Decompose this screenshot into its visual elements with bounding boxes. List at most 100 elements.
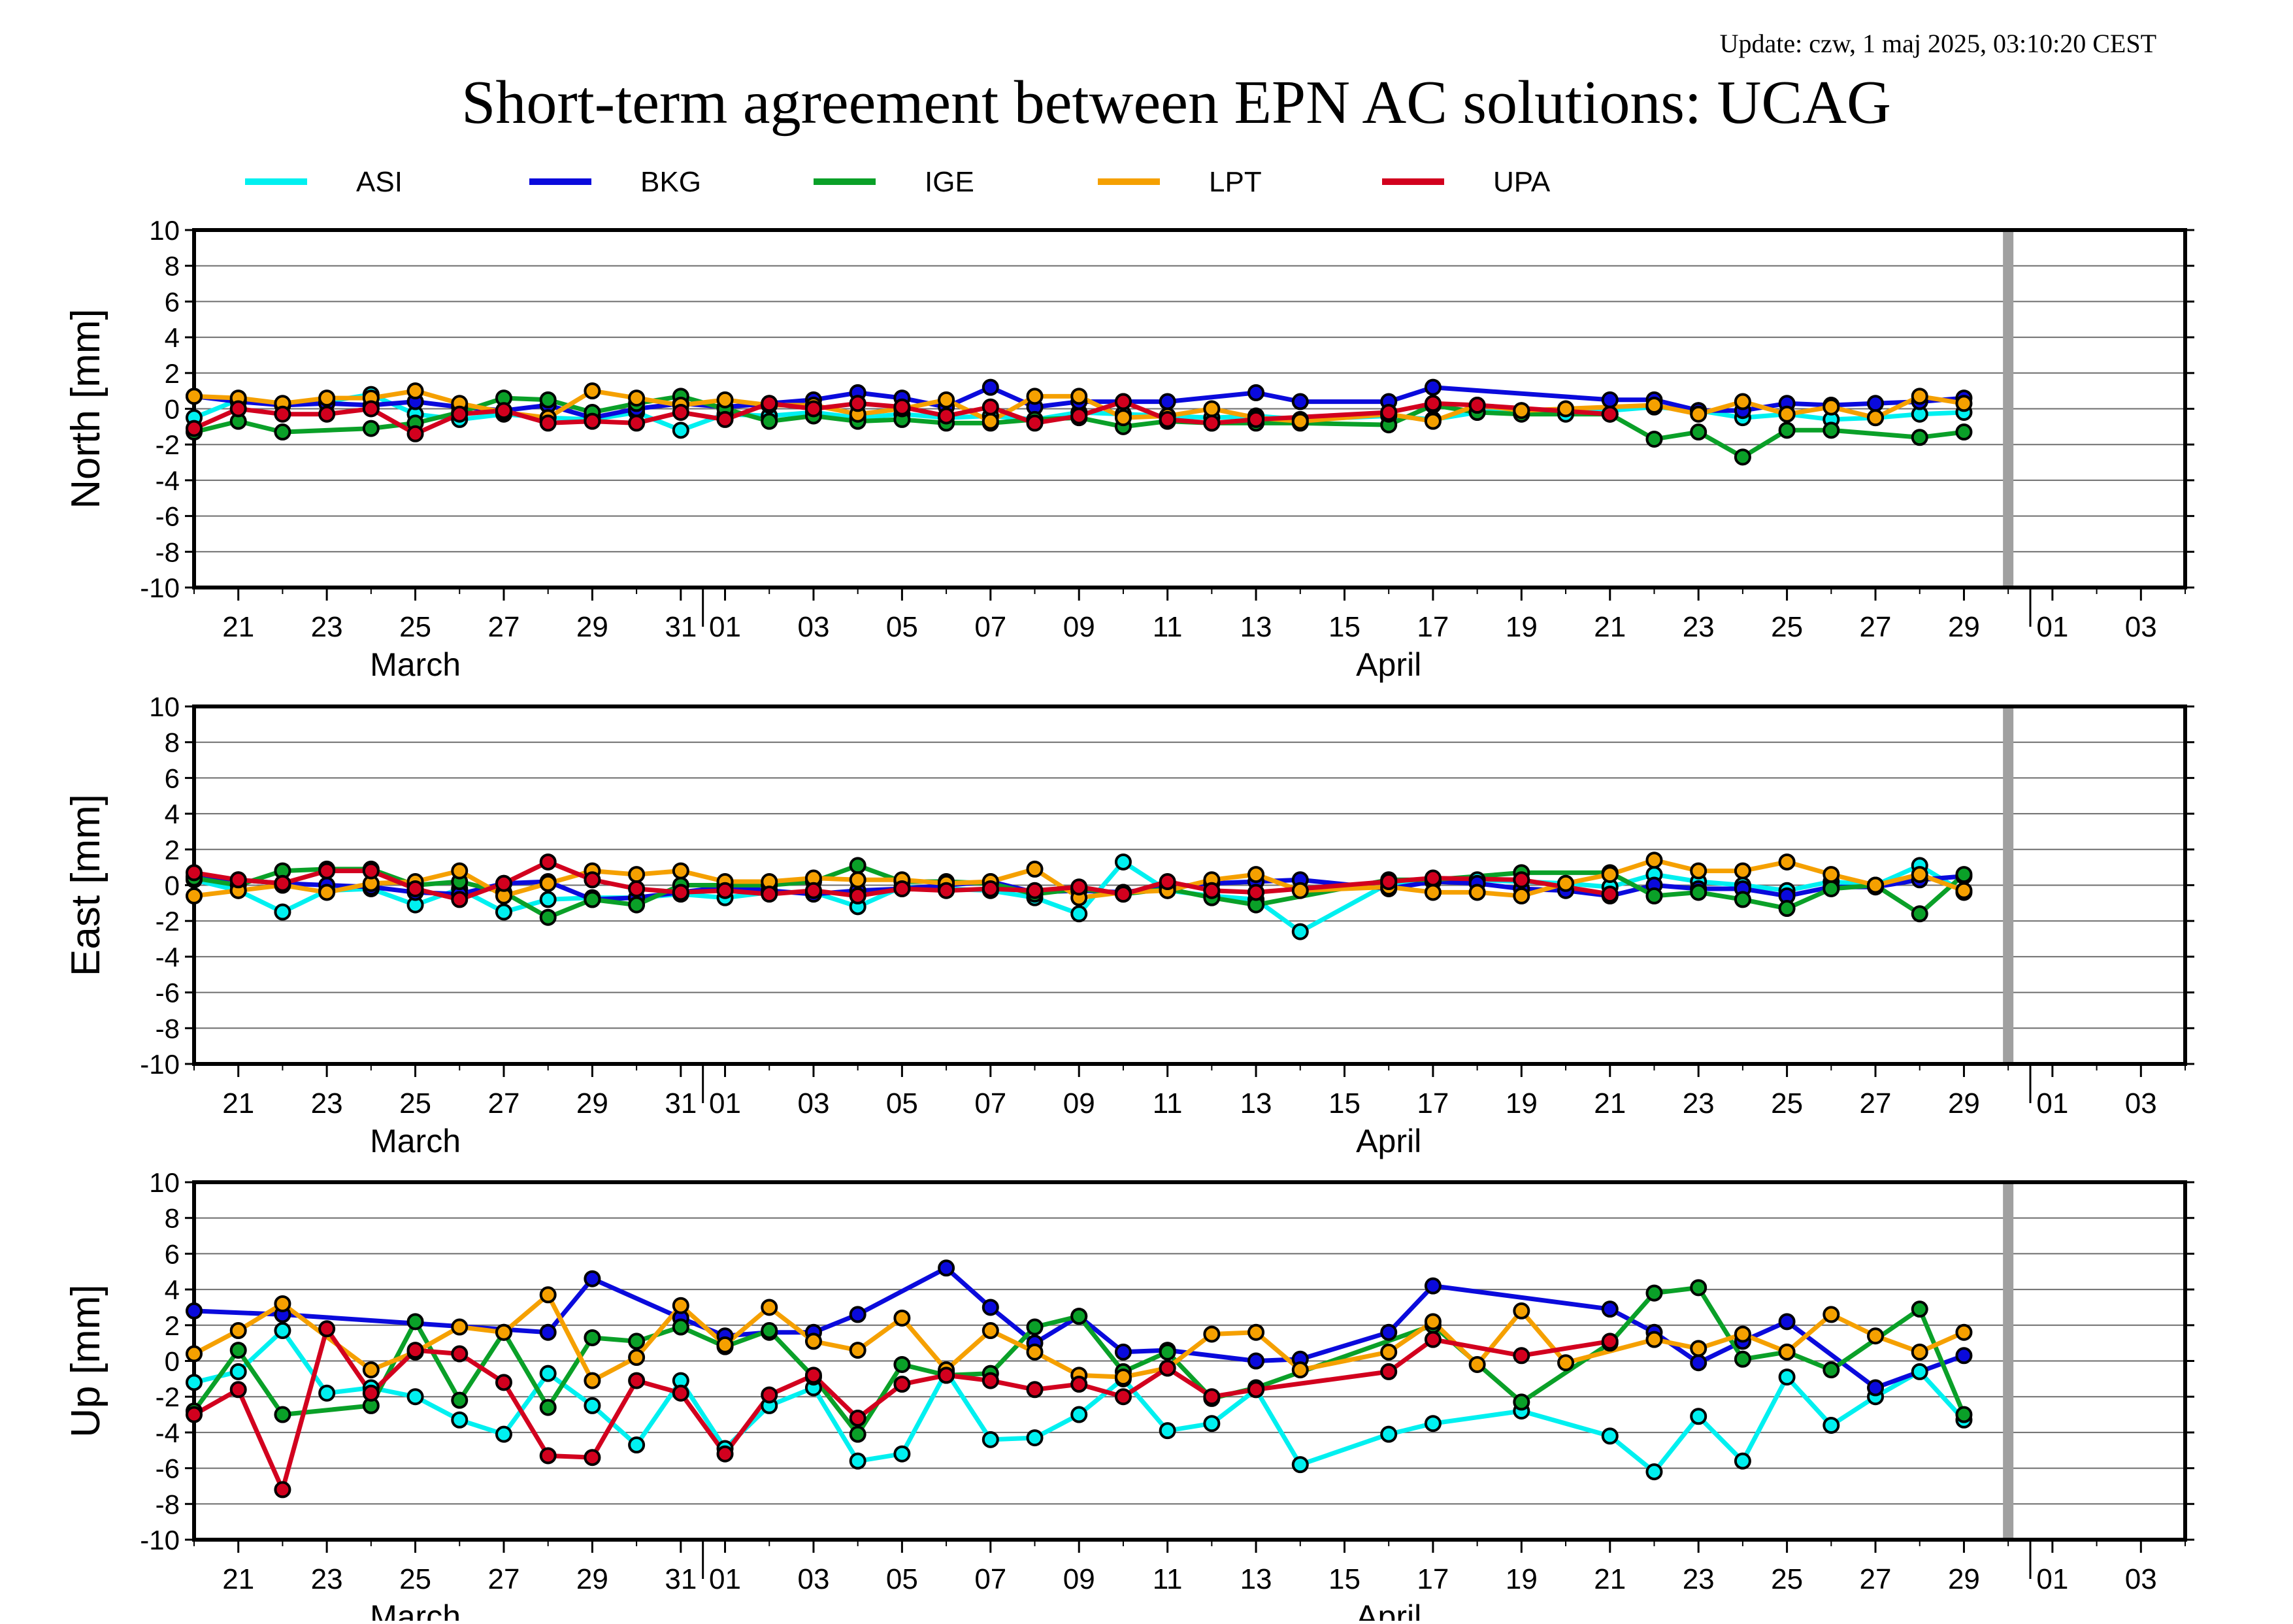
data-point-asi xyxy=(672,422,689,439)
y-tick-label: 8 xyxy=(165,251,180,282)
data-point-lpt xyxy=(1867,1327,1885,1345)
data-point-asi xyxy=(318,1384,336,1402)
legend: ASI BKG IGE LPT UPA xyxy=(245,166,1551,198)
x-tick-label: 27 xyxy=(1860,1087,1892,1119)
data-point-upa xyxy=(672,884,689,901)
data-point-lpt xyxy=(1291,1361,1309,1379)
data-point-ige xyxy=(1911,905,1928,923)
data-point-upa xyxy=(229,871,247,889)
x-tick-label: 03 xyxy=(797,1087,829,1119)
x-tick-label: 03 xyxy=(2125,1563,2157,1595)
data-point-ige xyxy=(1734,448,1751,466)
data-point-upa xyxy=(628,880,646,897)
x-tick-label: 21 xyxy=(222,1087,254,1119)
y-tick-label: 8 xyxy=(165,1203,180,1234)
series-line-lpt xyxy=(193,857,1965,901)
x-tick-label: 25 xyxy=(1771,1563,1803,1595)
data-point-lpt xyxy=(1911,866,1928,884)
data-point-asi xyxy=(1601,1427,1619,1445)
data-point-lpt xyxy=(1645,852,1663,869)
data-point-ige xyxy=(849,1425,866,1443)
data-point-ige xyxy=(539,391,557,408)
data-point-upa xyxy=(406,880,424,897)
data-point-ige xyxy=(1823,1361,1840,1379)
data-point-asi xyxy=(1424,1415,1442,1433)
y-tick-label: 4 xyxy=(165,1274,180,1305)
x-tick-label: 01 xyxy=(709,1563,741,1595)
data-point-asi xyxy=(1070,1406,1088,1423)
data-point-bkg xyxy=(186,1302,203,1319)
x-tick-label: 15 xyxy=(1328,1087,1361,1119)
data-point-ige xyxy=(1778,900,1796,918)
legend-label-upa: UPA xyxy=(1493,166,1551,198)
y-tick-label: -6 xyxy=(156,501,180,532)
data-point-upa xyxy=(451,891,469,908)
x-tick-label: 29 xyxy=(1948,611,1980,643)
data-point-upa xyxy=(893,398,911,416)
data-point-ige xyxy=(628,1333,646,1350)
data-point-lpt xyxy=(1026,388,1044,405)
y-tick-label: -2 xyxy=(156,1382,180,1412)
data-point-upa xyxy=(982,880,999,897)
y-axis-label: Up [mm] xyxy=(63,1284,108,1437)
data-point-lpt xyxy=(362,1361,380,1379)
y-tick-label: -10 xyxy=(140,1049,180,1080)
today-marker xyxy=(2003,230,2014,588)
x-tick-label: 03 xyxy=(2125,611,2157,643)
data-point-lpt xyxy=(495,1323,512,1341)
data-point-lpt xyxy=(1823,1306,1840,1323)
x-tick-label: 23 xyxy=(311,611,343,643)
data-point-upa xyxy=(1203,882,1221,899)
data-point-upa xyxy=(1424,1331,1442,1348)
y-tick-label: -8 xyxy=(156,537,180,567)
data-point-lpt xyxy=(274,1295,291,1312)
data-point-upa xyxy=(1159,1359,1176,1377)
data-point-asi xyxy=(1823,1416,1840,1434)
data-point-bkg xyxy=(1867,1379,1885,1397)
data-point-asi xyxy=(495,1425,512,1443)
month-label: March xyxy=(370,1123,461,1159)
data-point-upa xyxy=(539,414,557,432)
data-point-upa xyxy=(1424,395,1442,412)
x-tick-label: 27 xyxy=(488,611,520,643)
month-label: April xyxy=(1356,1123,1421,1159)
x-tick-label: 23 xyxy=(1683,1563,1715,1595)
x-tick-label: 29 xyxy=(1948,1563,1980,1595)
data-point-upa xyxy=(229,400,247,418)
data-point-asi xyxy=(451,1411,469,1429)
data-point-upa xyxy=(274,874,291,892)
data-point-lpt xyxy=(1070,388,1088,405)
data-point-asi xyxy=(1203,1415,1221,1433)
y-tick-label: -8 xyxy=(156,1489,180,1519)
chart-title: Short-term agreement between EPN AC solu… xyxy=(461,69,1891,137)
data-point-lpt xyxy=(849,1342,866,1359)
data-point-upa xyxy=(804,882,822,899)
data-point-upa xyxy=(893,1376,911,1393)
data-point-upa xyxy=(1114,393,1132,410)
data-point-upa xyxy=(495,1374,512,1391)
data-point-ige xyxy=(406,1313,424,1331)
data-point-upa xyxy=(539,853,557,870)
data-point-asi xyxy=(1380,1425,1398,1443)
x-tick-label: 03 xyxy=(797,1563,829,1595)
x-tick-label: 15 xyxy=(1328,611,1361,643)
data-point-lpt xyxy=(1513,887,1530,904)
data-point-ige xyxy=(274,423,291,441)
data-point-upa xyxy=(406,1342,424,1359)
data-point-bkg xyxy=(1114,1343,1132,1361)
x-tick-label: 21 xyxy=(1594,611,1626,643)
data-point-lpt xyxy=(1867,876,1885,894)
data-point-lpt xyxy=(1247,1323,1265,1341)
data-point-upa xyxy=(451,1345,469,1363)
x-tick-label: 19 xyxy=(1506,1087,1538,1119)
data-point-upa xyxy=(584,1449,601,1467)
x-tick-label: 19 xyxy=(1506,1563,1538,1595)
data-point-lpt xyxy=(1557,1354,1575,1372)
data-point-lpt xyxy=(1734,1325,1751,1343)
month-label: March xyxy=(370,1599,461,1621)
data-point-lpt xyxy=(1424,1313,1442,1331)
data-point-upa xyxy=(1513,871,1530,889)
data-point-bkg xyxy=(938,1259,955,1277)
y-tick-label: 0 xyxy=(165,870,180,901)
